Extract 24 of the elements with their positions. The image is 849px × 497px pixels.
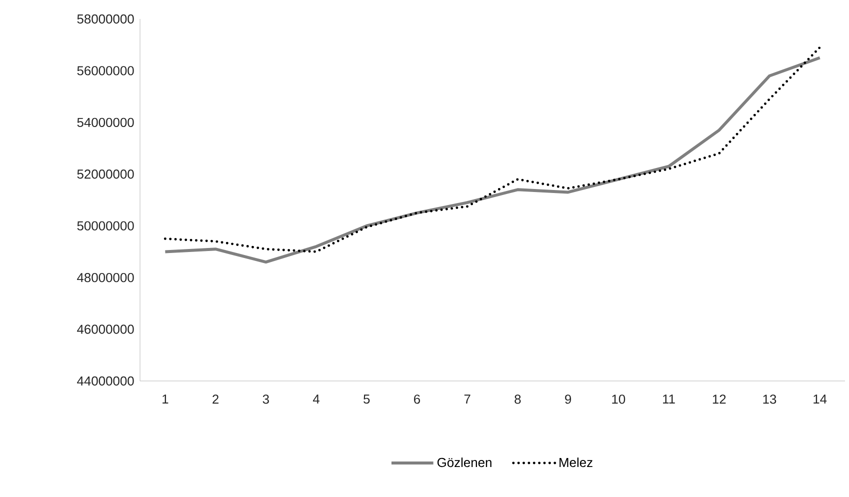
x-tick-label: 8 <box>514 394 521 404</box>
legend-label: Gözlenen <box>437 458 492 468</box>
x-tick-label: 4 <box>312 394 320 404</box>
y-tick-label: 50000000 <box>77 221 134 230</box>
x-tick-label: 6 <box>414 394 420 404</box>
y-tick-label: 48000000 <box>77 272 134 282</box>
x-tick-label: 9 <box>565 394 572 404</box>
x-tick-label: 13 <box>763 394 776 404</box>
x-tick-label: 14 <box>814 394 827 404</box>
x-tick-label: 7 <box>464 394 470 404</box>
y-tick-label: 44000000 <box>77 376 134 386</box>
x-tick-label: 2 <box>212 394 218 404</box>
y-tick-label: 46000000 <box>77 324 134 334</box>
y-tick-label: 58000000 <box>77 14 134 24</box>
x-tick-label: 11 <box>663 394 675 404</box>
y-tick-label: 52000000 <box>77 170 134 179</box>
y-tick-label: 54000000 <box>77 118 134 127</box>
x-tick-label: 3 <box>262 394 269 404</box>
x-tick-label: 10 <box>612 394 626 404</box>
x-tick-label: 12 <box>712 394 726 404</box>
y-tick-label: 56000000 <box>77 66 134 76</box>
x-tick-label: 1 <box>162 394 168 404</box>
legend-label: Melez <box>560 458 592 468</box>
x-tick-label: 5 <box>364 394 370 404</box>
